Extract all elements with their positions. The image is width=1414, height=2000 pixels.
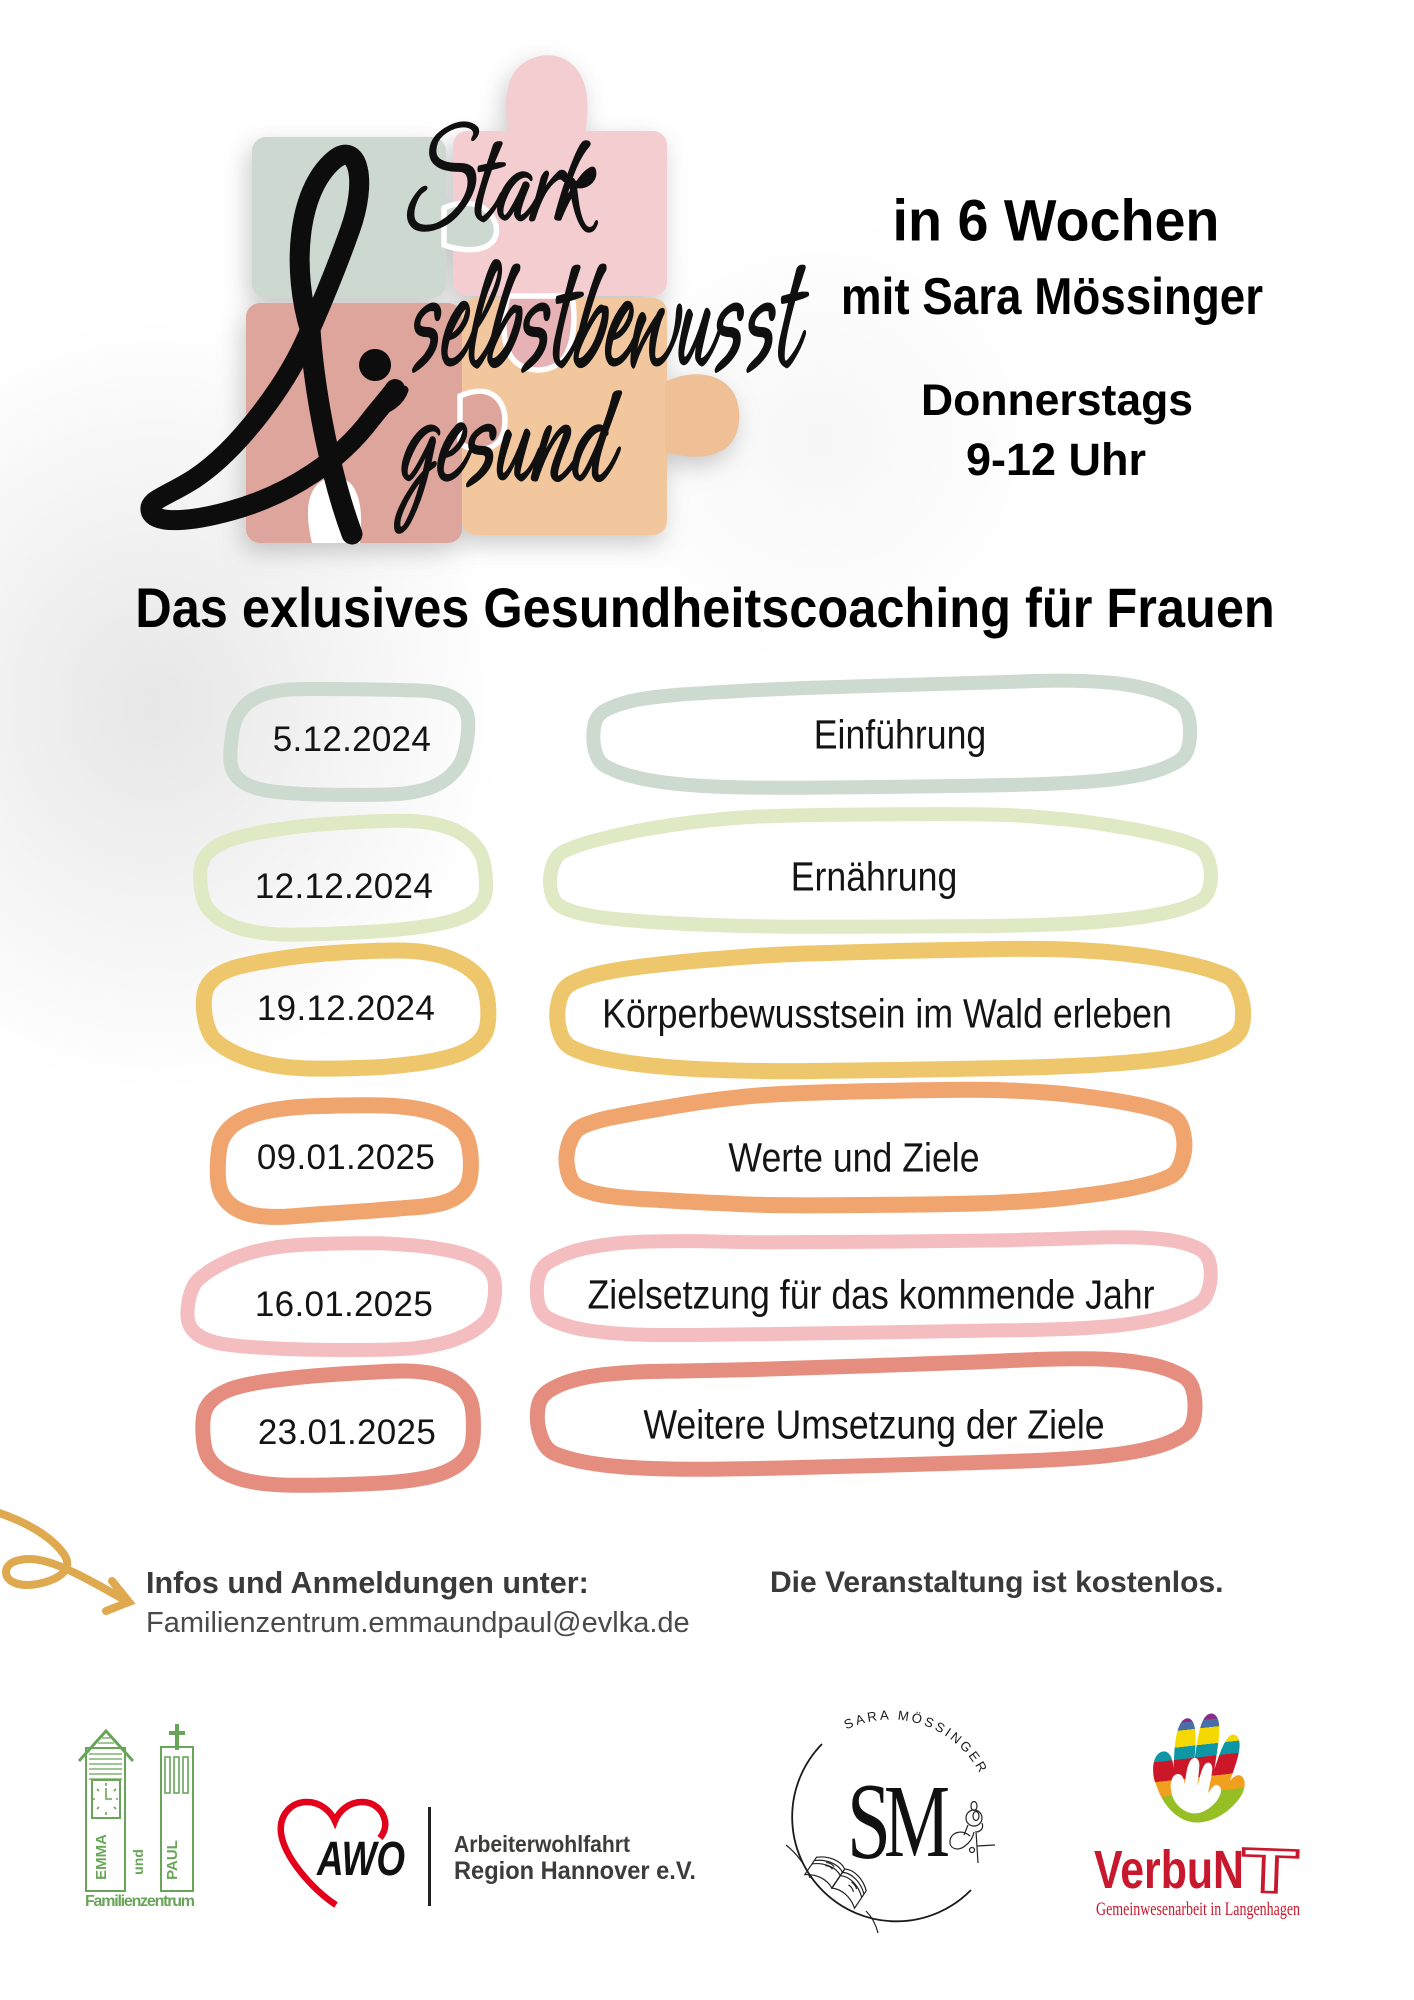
svg-text:VerbuN: VerbuN	[1094, 1840, 1244, 1900]
svg-text:Arbeiterwohlfahrt: Arbeiterwohlfahrt	[454, 1831, 630, 1857]
svg-text:Gemeinwesenarbeit in Langenhag: Gemeinwesenarbeit in Langenhagen	[1096, 1899, 1300, 1920]
svg-text:Region Hannover e.V.: Region Hannover e.V.	[454, 1857, 696, 1885]
svg-text:Familienzentrum: Familienzentrum	[85, 1893, 195, 1910]
svg-text:S: S	[847, 1761, 891, 1882]
svg-text:T: T	[1241, 1836, 1300, 1907]
svg-text:AWO: AWO	[316, 1833, 405, 1886]
svg-text:M: M	[884, 1764, 950, 1879]
svg-text:PAUL: PAUL	[164, 1840, 181, 1880]
svg-text:und: und	[130, 1849, 146, 1875]
svg-text:EMMA: EMMA	[93, 1834, 110, 1880]
